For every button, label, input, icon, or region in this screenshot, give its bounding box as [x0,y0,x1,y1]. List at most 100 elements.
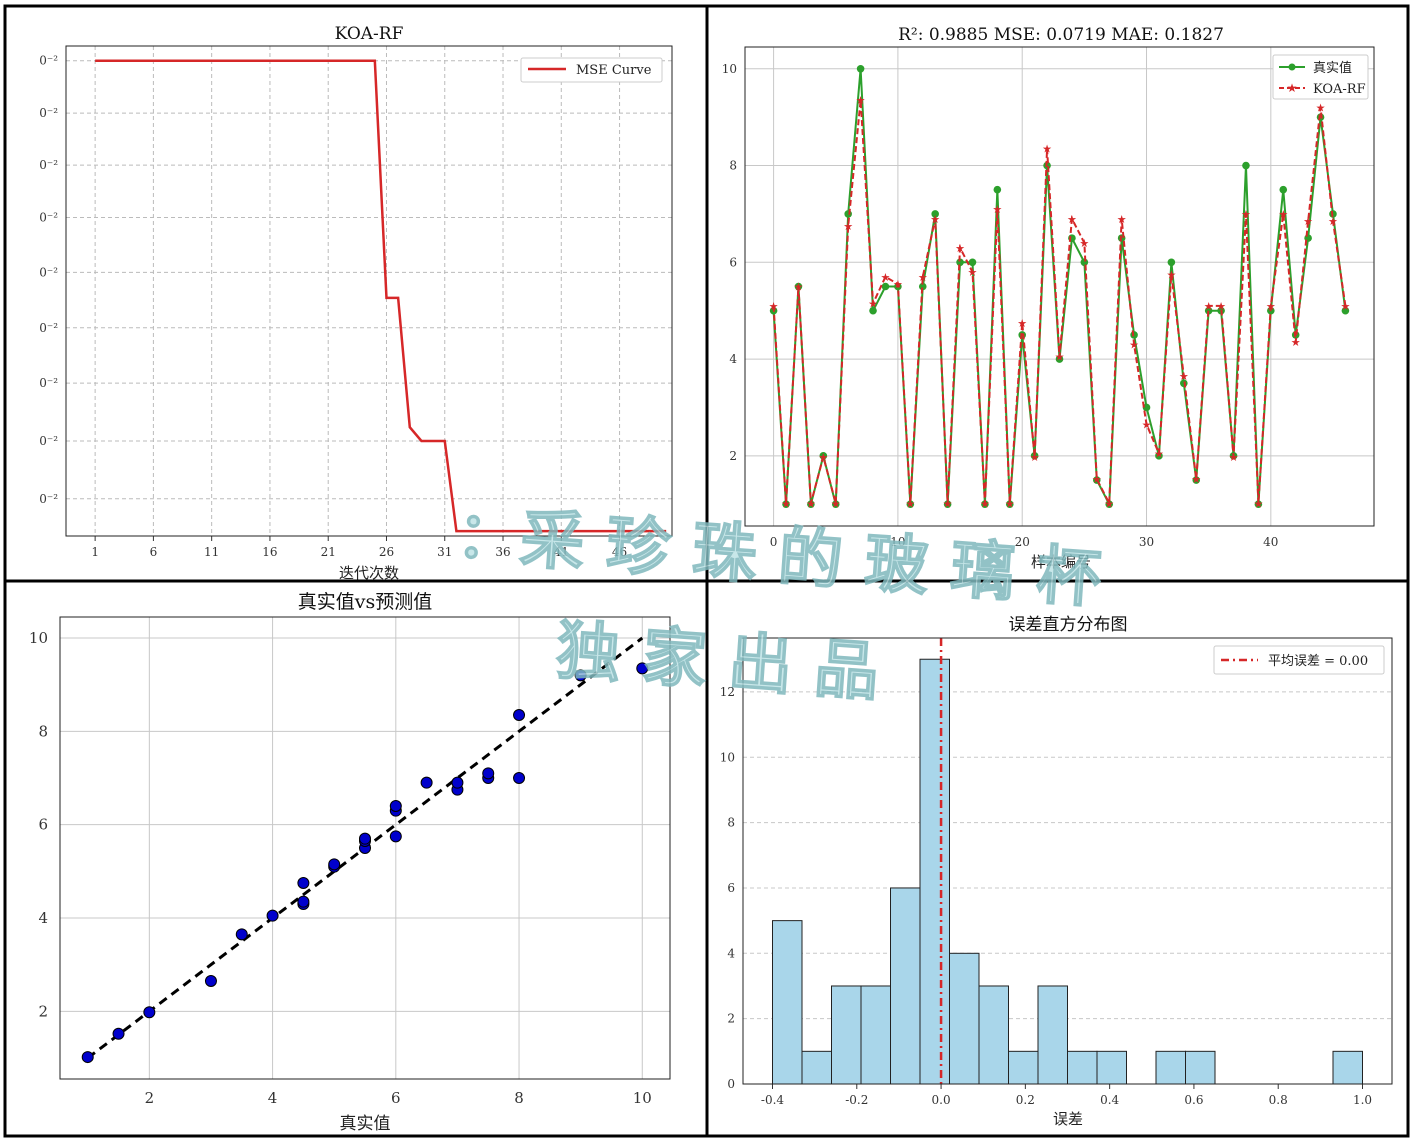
prediction-point: ★ [980,497,990,510]
true-value-point [1192,476,1201,484]
y-tick-label: 0⁻² [39,434,58,448]
x-tick-label: 0 [770,535,778,549]
scatter-point [112,1027,125,1040]
scatter-point [574,669,587,682]
scatter-point [143,1006,156,1019]
y-tick-label: 0⁻² [39,376,58,390]
prediction-point: ★ [1179,370,1189,383]
watermark-line-1: ：采 珍 珠 的 玻 璃 杯 [454,497,1103,617]
y-tick-label: 8 [38,722,48,740]
scatter-point [513,772,526,784]
scatter-point [297,877,310,889]
prediction-point: ★ [1142,418,1152,431]
x-tick-label: 2 [145,1089,155,1107]
prediction-point: ★ [1055,351,1065,364]
legend-label-true: 真实值 [1313,60,1352,76]
true-value-point [1279,185,1288,194]
true-value-point [956,258,964,267]
histogram-bar [1037,985,1068,1085]
y-tick-label: 4 [38,909,48,927]
y-tick-label: 10 [29,629,48,647]
y-tick-label: 0⁻² [39,158,58,172]
legend-box [520,57,663,83]
y-tick-label: 0⁻² [39,54,58,68]
plot-area [59,616,671,1080]
x-tick-labels: -0.4 -0.2 0.0 0.2 0.4 0.6 0.8 1.0 [761,1093,1372,1107]
x-tick-label: -0.4 [761,1093,785,1107]
prediction-point: ★ [1191,473,1201,486]
chart-title: 真实值vs预测值 [298,591,433,613]
x-tick-label: 16 [262,545,277,559]
chart-title: KOA-RF [335,24,404,44]
histogram-bar [1185,1050,1216,1085]
y-tick-label: 10 [722,62,737,76]
true-value-point [869,306,877,315]
scatter-point [420,776,433,789]
y-tick-label: 6 [729,255,737,269]
x-tick-label: 11 [204,545,219,559]
x-tick-label: 0.2 [1016,1093,1035,1107]
scatter-point [81,1051,94,1064]
x-tick-label: 0.6 [1184,1093,1203,1107]
x-axis-label: 真实值 [340,1114,391,1134]
y-tick-label: 6 [727,881,735,895]
series-koa-rf: ★★★★★★★★★★★★★★★★★★★★★★★★★★★★★★★★★★★★ ★★★★… [769,94,1351,510]
scatter-point [636,662,649,675]
true-value-point [943,500,952,509]
scatter-point [389,830,402,843]
prediction-point: ★ [1017,317,1027,330]
grid [66,46,672,541]
prediction-point: ★ [1216,300,1226,313]
prediction-point: ★ [943,497,953,510]
prediction-point: ★ [1104,497,1114,510]
true-value-point [1055,355,1064,363]
watermark: ：采 珍 珠 的 玻 璃 杯 独 家 出 品 [453,496,1104,711]
y-tick-label: 2 [727,1012,735,1026]
prediction-point: ★ [1340,300,1350,313]
prediction-point: ★ [856,94,866,107]
scatter-point [266,909,279,922]
legend: 平均误差 = 0.00 [1213,645,1385,675]
x-tick-label: 6 [391,1089,401,1107]
true-value-point [1105,500,1114,509]
y-tick-label: 2 [38,1002,48,1020]
scatter-point [235,928,248,941]
prediction-point: ★ [769,300,779,313]
true-value-point [906,500,915,509]
x-tick-label: 10 [633,1089,652,1107]
prediction-point: ★ [806,497,816,510]
legend: 真实值 ★ KOA-RF [1272,54,1369,100]
x-tick-label: 21 [321,545,336,559]
y-tick-label: 4 [729,352,737,366]
x-tick-label: 26 [379,545,394,559]
x-tick-label: 6 [150,545,158,559]
error-histogram-chart: 误差直方分布图 -0.4 -0.2 0.0 0.2 0.4 0.6 0.8 1.0 0 2 4 6 8… [720,615,1393,1128]
x-axis-label: 样本编号 [1031,553,1091,571]
true-value-point [844,210,852,218]
prediction-point: ★ [1030,451,1040,464]
chart-title: 误差直方分布图 [1009,615,1128,635]
prediction-line [772,100,1347,508]
x-tick-label: 10 [890,535,905,549]
y-tick-label: 0⁻² [39,321,58,335]
prediction-point: ★ [1316,101,1326,114]
prediction-point: ★ [905,497,915,510]
prediction-point: ★ [1166,268,1176,281]
y-tick-label: 0⁻² [39,106,58,120]
prediction-point: ★ [918,271,928,284]
grid [745,47,1374,526]
prediction-point: ★ [1129,339,1139,352]
prediction-point: ★ [1328,215,1338,228]
scatter-point [451,776,464,789]
histogram-bar [919,658,950,1085]
prediction-point: ★ [1278,208,1288,221]
x-tick-label: 40 [1263,535,1278,549]
prediction-point: ★ [1117,213,1127,226]
prediction-point: ★ [868,297,878,310]
histogram-bar [772,920,803,1085]
histogram-bar [1096,1050,1127,1085]
prediction-point: ★ [968,266,978,279]
prediction-point: ★ [881,271,891,284]
true-value-point [993,185,1002,194]
prediction-point: ★ [1204,300,1214,313]
